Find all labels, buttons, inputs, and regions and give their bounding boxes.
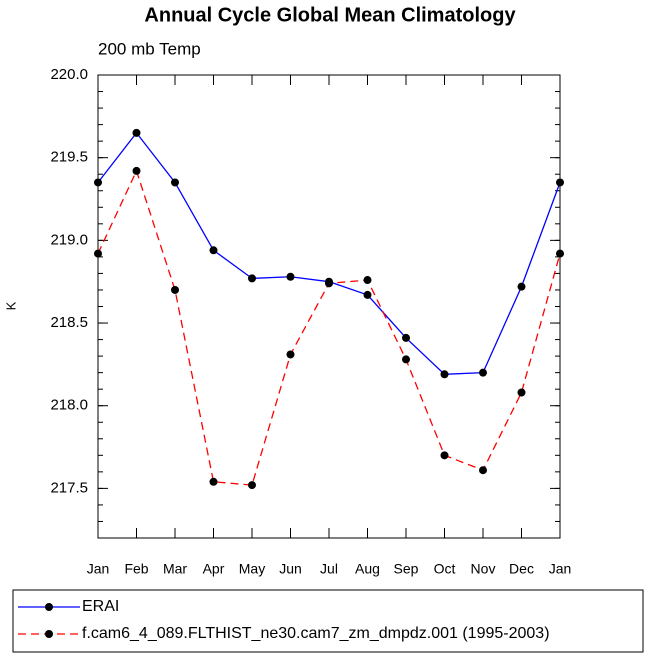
data-point [286, 350, 295, 359]
data-point [517, 282, 526, 291]
legend-box [12, 589, 644, 653]
x-tick-label: Jun [279, 561, 302, 577]
x-tick-label: Aug [355, 561, 380, 577]
legend-marker [45, 630, 53, 638]
plot-frame [97, 74, 561, 539]
data-point [440, 451, 449, 460]
x-tick-label: Oct [434, 561, 456, 577]
chart-subtitle: 200 mb Temp [98, 39, 201, 58]
x-tick-label: Sep [394, 561, 419, 577]
data-point [248, 274, 256, 283]
data-point [248, 481, 256, 490]
legend-marker [45, 603, 53, 611]
chart-title: Annual Cycle Global Mean Climatology [144, 4, 516, 26]
data-point [94, 178, 102, 187]
data-point [171, 178, 179, 187]
legend-label: f.cam6_4_089.FLTHIST_ne30.cam7_zm_dmpdz.… [82, 625, 550, 642]
x-tick-label: Nov [471, 561, 496, 577]
series-line [97, 131, 561, 375]
x-tick-label: Mar [163, 561, 187, 577]
y-tick-label: 219.0 [50, 231, 88, 248]
data-point [132, 128, 141, 137]
x-tick-label: Jan [87, 561, 110, 577]
data-point [556, 178, 564, 187]
data-point [171, 285, 179, 294]
data-point [325, 279, 333, 288]
data-point [209, 246, 218, 255]
data-point [440, 370, 449, 379]
data-point [209, 477, 218, 486]
y-tick-label: 219.5 [50, 149, 88, 166]
data-point [479, 466, 487, 475]
y-tick-label: 218.5 [50, 314, 88, 331]
x-tick-label: Jan [549, 561, 572, 577]
series-line [97, 169, 561, 486]
data-point [363, 276, 372, 285]
y-tick-label: 217.5 [50, 479, 88, 496]
data-point [402, 333, 410, 342]
legend-label: ERAI [82, 598, 119, 615]
y-axis-label: K [3, 301, 18, 310]
data-point [402, 355, 410, 364]
x-tick-label: Apr [203, 561, 225, 577]
y-tick-label: 220.0 [50, 66, 88, 83]
data-point [286, 272, 295, 281]
y-tick-label: 218.0 [50, 397, 88, 414]
x-tick-label: May [239, 561, 265, 577]
x-tick-label: Dec [509, 561, 534, 577]
data-point [363, 290, 372, 299]
data-point [479, 368, 487, 377]
x-tick-label: Jul [320, 561, 338, 577]
data-point [517, 388, 526, 397]
data-point [94, 249, 102, 258]
x-tick-label: Feb [124, 561, 148, 577]
data-point [132, 166, 141, 175]
data-point [556, 249, 564, 258]
